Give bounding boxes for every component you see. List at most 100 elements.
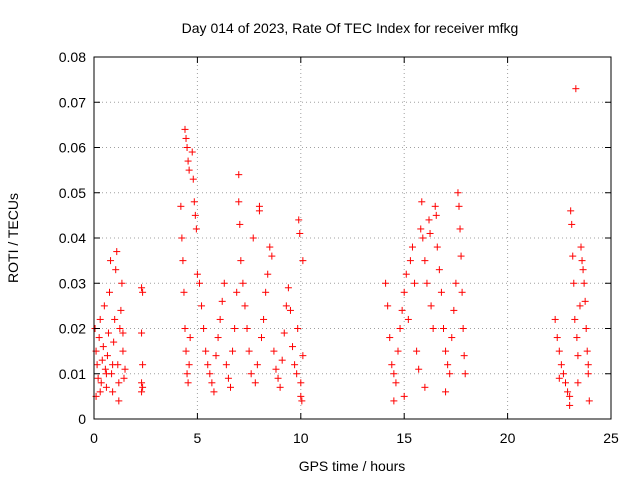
data-point	[450, 306, 458, 314]
data-point	[569, 252, 577, 260]
data-point	[452, 279, 460, 287]
data-point	[206, 370, 214, 378]
data-point	[408, 243, 416, 251]
data-point	[461, 370, 469, 378]
data-point	[258, 334, 266, 342]
data-point	[243, 325, 251, 332]
data-point	[419, 234, 427, 242]
data-point	[274, 374, 282, 382]
data-point	[411, 279, 419, 287]
data-point	[572, 85, 580, 93]
data-point	[115, 397, 123, 405]
data-point	[111, 315, 119, 323]
data-point	[431, 202, 439, 210]
x-tick-label: 10	[293, 430, 309, 446]
data-point	[192, 225, 200, 233]
data-point	[236, 220, 244, 228]
data-point	[455, 202, 463, 210]
data-point	[298, 397, 306, 405]
data-point	[101, 365, 109, 373]
data-point	[193, 270, 201, 278]
data-point	[109, 361, 117, 369]
data-point	[562, 379, 570, 387]
y-tick-label: 0	[78, 411, 86, 427]
data-point	[214, 334, 222, 342]
x-tick-label: 5	[194, 430, 202, 446]
data-point	[582, 325, 590, 332]
data-point	[433, 243, 441, 251]
data-point	[398, 306, 406, 314]
data-point	[253, 361, 261, 369]
data-point	[222, 361, 230, 369]
data-point	[216, 315, 224, 323]
data-point	[456, 225, 464, 233]
data-point	[260, 315, 268, 323]
data-point	[551, 315, 559, 323]
x-axis-label: GPS time / hours	[299, 458, 406, 474]
data-point	[272, 365, 280, 373]
data-point	[442, 347, 450, 355]
data-point	[437, 288, 445, 296]
data-point	[458, 288, 466, 296]
x-tick-label: 15	[396, 430, 412, 446]
data-point	[585, 397, 593, 405]
data-point	[100, 302, 108, 310]
data-point	[568, 220, 576, 228]
data-point	[180, 288, 188, 296]
data-point	[94, 374, 102, 382]
data-point	[404, 315, 412, 323]
data-point	[427, 302, 435, 310]
plot-frame	[93, 56, 612, 420]
data-point	[396, 325, 404, 332]
data-point	[555, 374, 563, 382]
y-tick-label: 0.03	[59, 275, 86, 291]
data-point	[584, 361, 592, 369]
y-tick-label: 0.06	[59, 140, 86, 156]
data-point	[190, 198, 198, 206]
data-point	[435, 266, 443, 274]
data-point	[226, 383, 234, 391]
data-point	[459, 325, 467, 332]
data-point	[181, 125, 189, 133]
data-point	[138, 284, 146, 292]
data-point	[284, 284, 292, 292]
data-point	[188, 148, 196, 156]
data-point	[417, 225, 425, 233]
axis-ticks	[93, 56, 612, 420]
data-point	[119, 347, 127, 355]
data-point	[120, 374, 128, 382]
data-point	[178, 234, 186, 242]
data-point	[394, 347, 402, 355]
data-point	[182, 347, 190, 355]
data-point	[212, 352, 220, 360]
data-point	[177, 202, 185, 210]
data-point	[229, 347, 237, 355]
data-point	[297, 392, 305, 400]
data-point	[446, 370, 454, 378]
data-point	[390, 370, 398, 378]
data-point	[104, 329, 112, 337]
data-point	[425, 216, 433, 224]
data-point	[112, 266, 120, 274]
data-point	[570, 279, 578, 287]
data-point	[426, 229, 434, 237]
data-point	[421, 257, 429, 265]
data-point	[574, 379, 582, 387]
y-axis-label: ROTI / TECUs	[5, 193, 21, 283]
data-point	[423, 279, 431, 287]
data-point	[402, 270, 410, 278]
data-point	[576, 302, 584, 310]
y-tick-label: 0.05	[59, 185, 86, 201]
data-point	[249, 234, 257, 242]
data-point	[233, 288, 241, 296]
data-point	[204, 361, 212, 369]
data-point	[119, 329, 127, 337]
data-point	[239, 279, 247, 287]
data-point	[432, 211, 440, 219]
data-point	[266, 243, 274, 251]
data-point	[571, 315, 579, 323]
data-point	[200, 325, 208, 332]
data-point	[579, 266, 587, 274]
data-point	[97, 379, 105, 387]
data-point	[231, 325, 239, 332]
